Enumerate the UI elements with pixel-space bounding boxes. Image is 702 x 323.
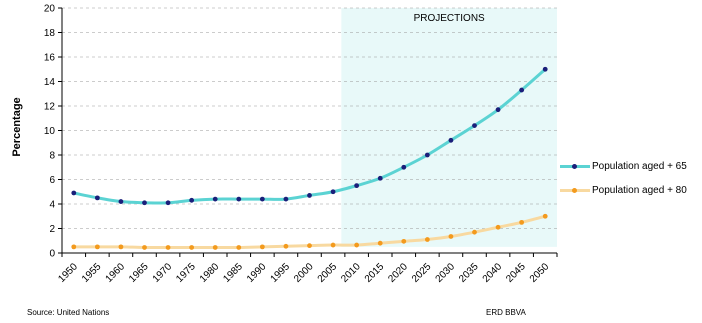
legend-item-65: Population aged + 65 — [560, 161, 687, 172]
series-1-point — [542, 213, 548, 219]
series-0-point — [519, 87, 525, 93]
x-tick-label: 1965 — [127, 261, 151, 285]
series-1-point — [472, 229, 477, 235]
series-0-point — [236, 196, 242, 202]
series-0-point — [212, 196, 218, 202]
y-tick-label: 16 — [44, 53, 56, 64]
y-tick-label: 0 — [49, 249, 55, 260]
legend-label-80: Population aged + 80 — [592, 185, 687, 196]
series-0-point — [542, 66, 548, 72]
series-0-point — [283, 196, 289, 202]
series-0-point — [259, 196, 265, 202]
series-0-point — [330, 189, 336, 195]
series-1-point — [189, 245, 195, 250]
x-tick-label: 2035 — [457, 261, 481, 285]
x-axis: 1950 1955 1960 1965 1970 1975 1980 1985 1990 1995… — [56, 252, 558, 285]
projection-label: PROJECTIONS — [414, 13, 485, 24]
series-1-point — [448, 234, 454, 239]
series-1-point — [330, 242, 336, 248]
x-tick-label: 1990 — [245, 261, 269, 285]
y-axis-label: Percentage — [11, 97, 23, 156]
x-tick-label: 1985 — [221, 261, 245, 285]
series-0-point — [495, 107, 501, 113]
series-0-point — [189, 197, 195, 203]
legend-label-65: Population aged + 65 — [592, 161, 687, 172]
y-tick-label: 6 — [49, 175, 55, 186]
series-1-point — [165, 245, 171, 250]
series-0-point — [401, 164, 407, 170]
series-1-point — [354, 242, 360, 248]
y-tick-label: 8 — [49, 151, 55, 162]
x-tick-label: 1995 — [269, 261, 293, 285]
x-tick-label: 1980 — [198, 261, 222, 285]
x-tick-label: 2030 — [434, 261, 458, 285]
series-0-point — [377, 175, 383, 181]
x-tick-label: 2020 — [386, 261, 410, 285]
legend-swatch-65 — [560, 162, 590, 172]
x-tick-label: 2000 — [292, 261, 316, 285]
series-0-point — [424, 152, 430, 158]
y-tick-label: 10 — [44, 126, 56, 137]
source-note: Source: United Nations — [27, 308, 110, 317]
series-0-point — [354, 183, 360, 189]
series-1-point — [71, 244, 77, 250]
series-1-point — [495, 224, 501, 230]
series-1-point — [142, 245, 147, 250]
series-1-point — [424, 237, 430, 242]
series-1-point — [236, 245, 242, 250]
y-tick-label: 4 — [49, 200, 55, 211]
series-1-point — [212, 245, 218, 250]
series-1-point — [259, 244, 265, 250]
x-tick-label: 2025 — [410, 261, 434, 285]
series-1-point — [283, 243, 289, 249]
series-0-point — [165, 200, 171, 206]
series-0-point — [71, 190, 77, 196]
x-tick-label: 2010 — [339, 261, 363, 285]
x-tick-label: 1955 — [80, 261, 104, 285]
series-1-point — [519, 219, 525, 225]
series-layer — [71, 66, 548, 250]
series-1-point — [118, 244, 124, 250]
series-0-point — [118, 199, 124, 204]
legend-swatch-80 — [560, 186, 590, 196]
x-tick-label: 2040 — [481, 261, 505, 285]
x-tick-label: 1970 — [151, 261, 175, 285]
series-0-point — [142, 200, 147, 206]
series-0-point — [448, 137, 454, 143]
y-axis: 0 2 4 6 8 10 12 14 16 18 20 — [44, 4, 63, 260]
y-tick-label: 14 — [44, 77, 56, 88]
x-tick-label: 2050 — [528, 261, 552, 285]
series-1-point — [377, 240, 383, 246]
x-tick-label: 2005 — [316, 261, 340, 285]
series-1-point — [307, 243, 312, 249]
x-tick-label: 1960 — [104, 261, 128, 285]
series-1-point — [401, 238, 407, 244]
series-0-point — [94, 195, 100, 201]
y-tick-label: 18 — [44, 28, 56, 39]
projection-band — [341, 8, 557, 247]
x-tick-label: 2015 — [363, 261, 387, 285]
x-tick-label: 1950 — [56, 261, 80, 285]
x-tick-label: 1975 — [174, 261, 198, 285]
credit-note: ERD BBVA — [486, 308, 526, 317]
y-tick-label: 12 — [44, 102, 56, 113]
y-tick-label: 2 — [49, 224, 55, 235]
series-0-point — [472, 123, 477, 128]
series-1-point — [94, 244, 100, 250]
x-tick-label: 2045 — [504, 261, 528, 285]
legend-item-80: Population aged + 80 — [560, 185, 687, 196]
series-0-point — [307, 193, 312, 198]
y-tick-label: 20 — [44, 4, 56, 15]
